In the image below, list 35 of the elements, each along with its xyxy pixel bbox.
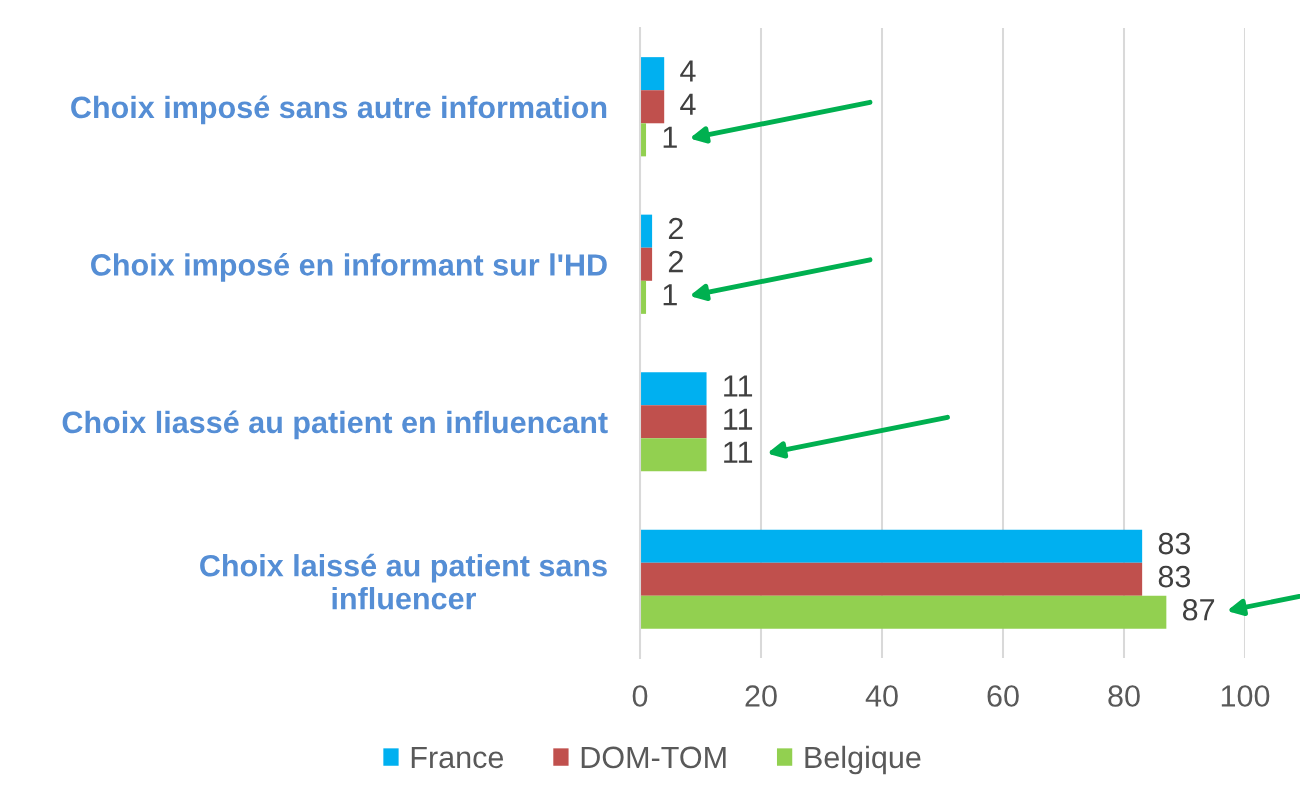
bar <box>640 562 1143 596</box>
x-tick-label: 40 <box>865 685 898 707</box>
y-tick-label: Choix imposé sans autre information <box>71 95 607 125</box>
data-label: 83 <box>1158 532 1191 555</box>
x-tick-label: 80 <box>1108 685 1140 707</box>
legend-label: DOM-TOM <box>581 746 726 769</box>
data-label: 11 <box>724 441 753 463</box>
data-label: 11 <box>724 408 753 430</box>
bar <box>640 529 1143 563</box>
y-tick-label: Choix liassé au patient en influencant <box>62 410 608 440</box>
y-tick-label: Choix laissé au patient sans influencer <box>200 553 607 610</box>
bar <box>640 595 1167 629</box>
bar <box>640 405 707 439</box>
bar <box>640 90 665 124</box>
data-label: 4 <box>680 93 696 115</box>
x-tick-label: 100 <box>1221 685 1270 707</box>
data-label: 2 <box>668 217 683 240</box>
x-tick-label: 60 <box>987 685 1019 707</box>
legend-label: Belgique <box>805 745 921 775</box>
data-label: 87 <box>1182 598 1215 621</box>
bar <box>640 438 707 472</box>
legend-label: France <box>411 746 504 769</box>
data-label: 11 <box>724 375 753 397</box>
bar <box>640 57 665 91</box>
x-tick-label: 0 <box>632 685 648 707</box>
data-label: 1 <box>663 126 677 148</box>
bar <box>640 372 707 406</box>
bar <box>640 247 653 281</box>
data-label: 83 <box>1158 565 1191 588</box>
data-label: 2 <box>668 250 683 273</box>
x-tick-label: 20 <box>745 685 777 707</box>
data-label: 4 <box>680 60 696 82</box>
bar <box>640 214 653 248</box>
y-tick-label: Choix imposé en informant sur l'HD <box>91 253 607 282</box>
data-label: 1 <box>663 284 677 306</box>
